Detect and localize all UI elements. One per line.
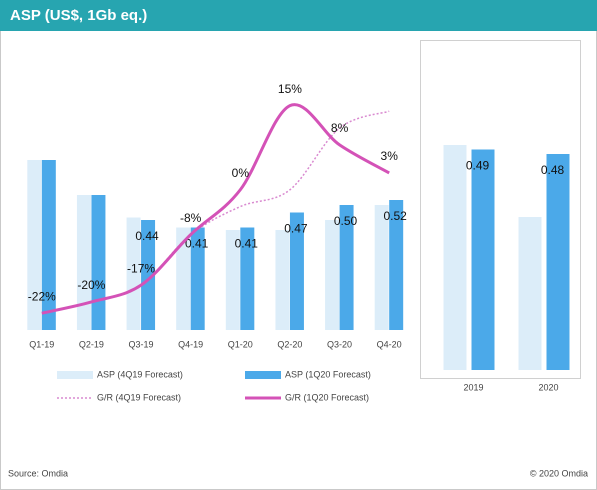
x-tick-label: Q2-19 [79,339,104,349]
legend-label: ASP (1Q20 Forecast) [285,369,371,379]
bar [389,200,404,330]
data-label: 0.49 [466,159,490,173]
bar [27,160,42,330]
x-tick-label: Q1-20 [228,339,253,349]
bar [339,205,354,330]
x-tick-label: Q1-19 [29,339,54,349]
bar [289,212,304,330]
x-tick-label: Q2-20 [277,339,302,349]
bar [471,149,495,370]
bar [518,217,542,370]
bar [41,160,56,330]
x-tick-label: Q3-20 [327,339,352,349]
bar [374,205,389,330]
bar [240,227,255,330]
data-label: 0.44 [135,229,159,243]
line [41,103,390,315]
bar [176,227,191,330]
x-tick-label: 2019 [463,382,483,392]
bar [443,145,467,370]
x-tick-label: Q3-19 [129,339,154,349]
x-tick-label: 2020 [538,382,558,392]
bar [141,220,156,330]
data-label: -8% [180,211,202,225]
data-label: 0.41 [185,237,209,251]
chart-title: ASP (US$, 1Gb eq.) [10,7,147,24]
bar [275,230,290,330]
legend-swatch [245,371,281,379]
legend-label: ASP (4Q19 Forecast) [97,369,183,379]
data-label: 0.52 [384,209,408,223]
data-label: -17% [127,261,155,275]
data-label: 0.50 [334,214,358,228]
legend-label: G/R (1Q20 Forecast) [285,392,369,402]
copyright: © 2020 Omdia [530,468,588,478]
bar [190,227,205,330]
data-label: -20% [77,278,105,292]
bar [91,195,106,330]
bar [76,195,91,330]
bar [225,230,240,330]
data-label: 3% [381,149,399,163]
legend-swatch [57,371,93,379]
data-label: 0.47 [284,222,308,236]
bar [325,220,340,330]
header-bar [0,0,597,31]
x-tick-label: Q4-19 [178,339,203,349]
data-label: 15% [278,82,302,96]
bar [126,217,141,330]
data-label: 0.48 [541,163,565,177]
source: Source: Omdia [8,468,68,478]
data-label: 0% [232,166,250,180]
panel-frame [420,40,581,379]
data-label: -22% [28,289,56,303]
x-tick-label: Q4-20 [377,339,402,349]
legend-label: G/R (4Q19 Forecast) [97,392,181,402]
data-label: 0.41 [235,237,259,251]
bar [546,154,570,370]
data-label: 8% [331,121,349,135]
